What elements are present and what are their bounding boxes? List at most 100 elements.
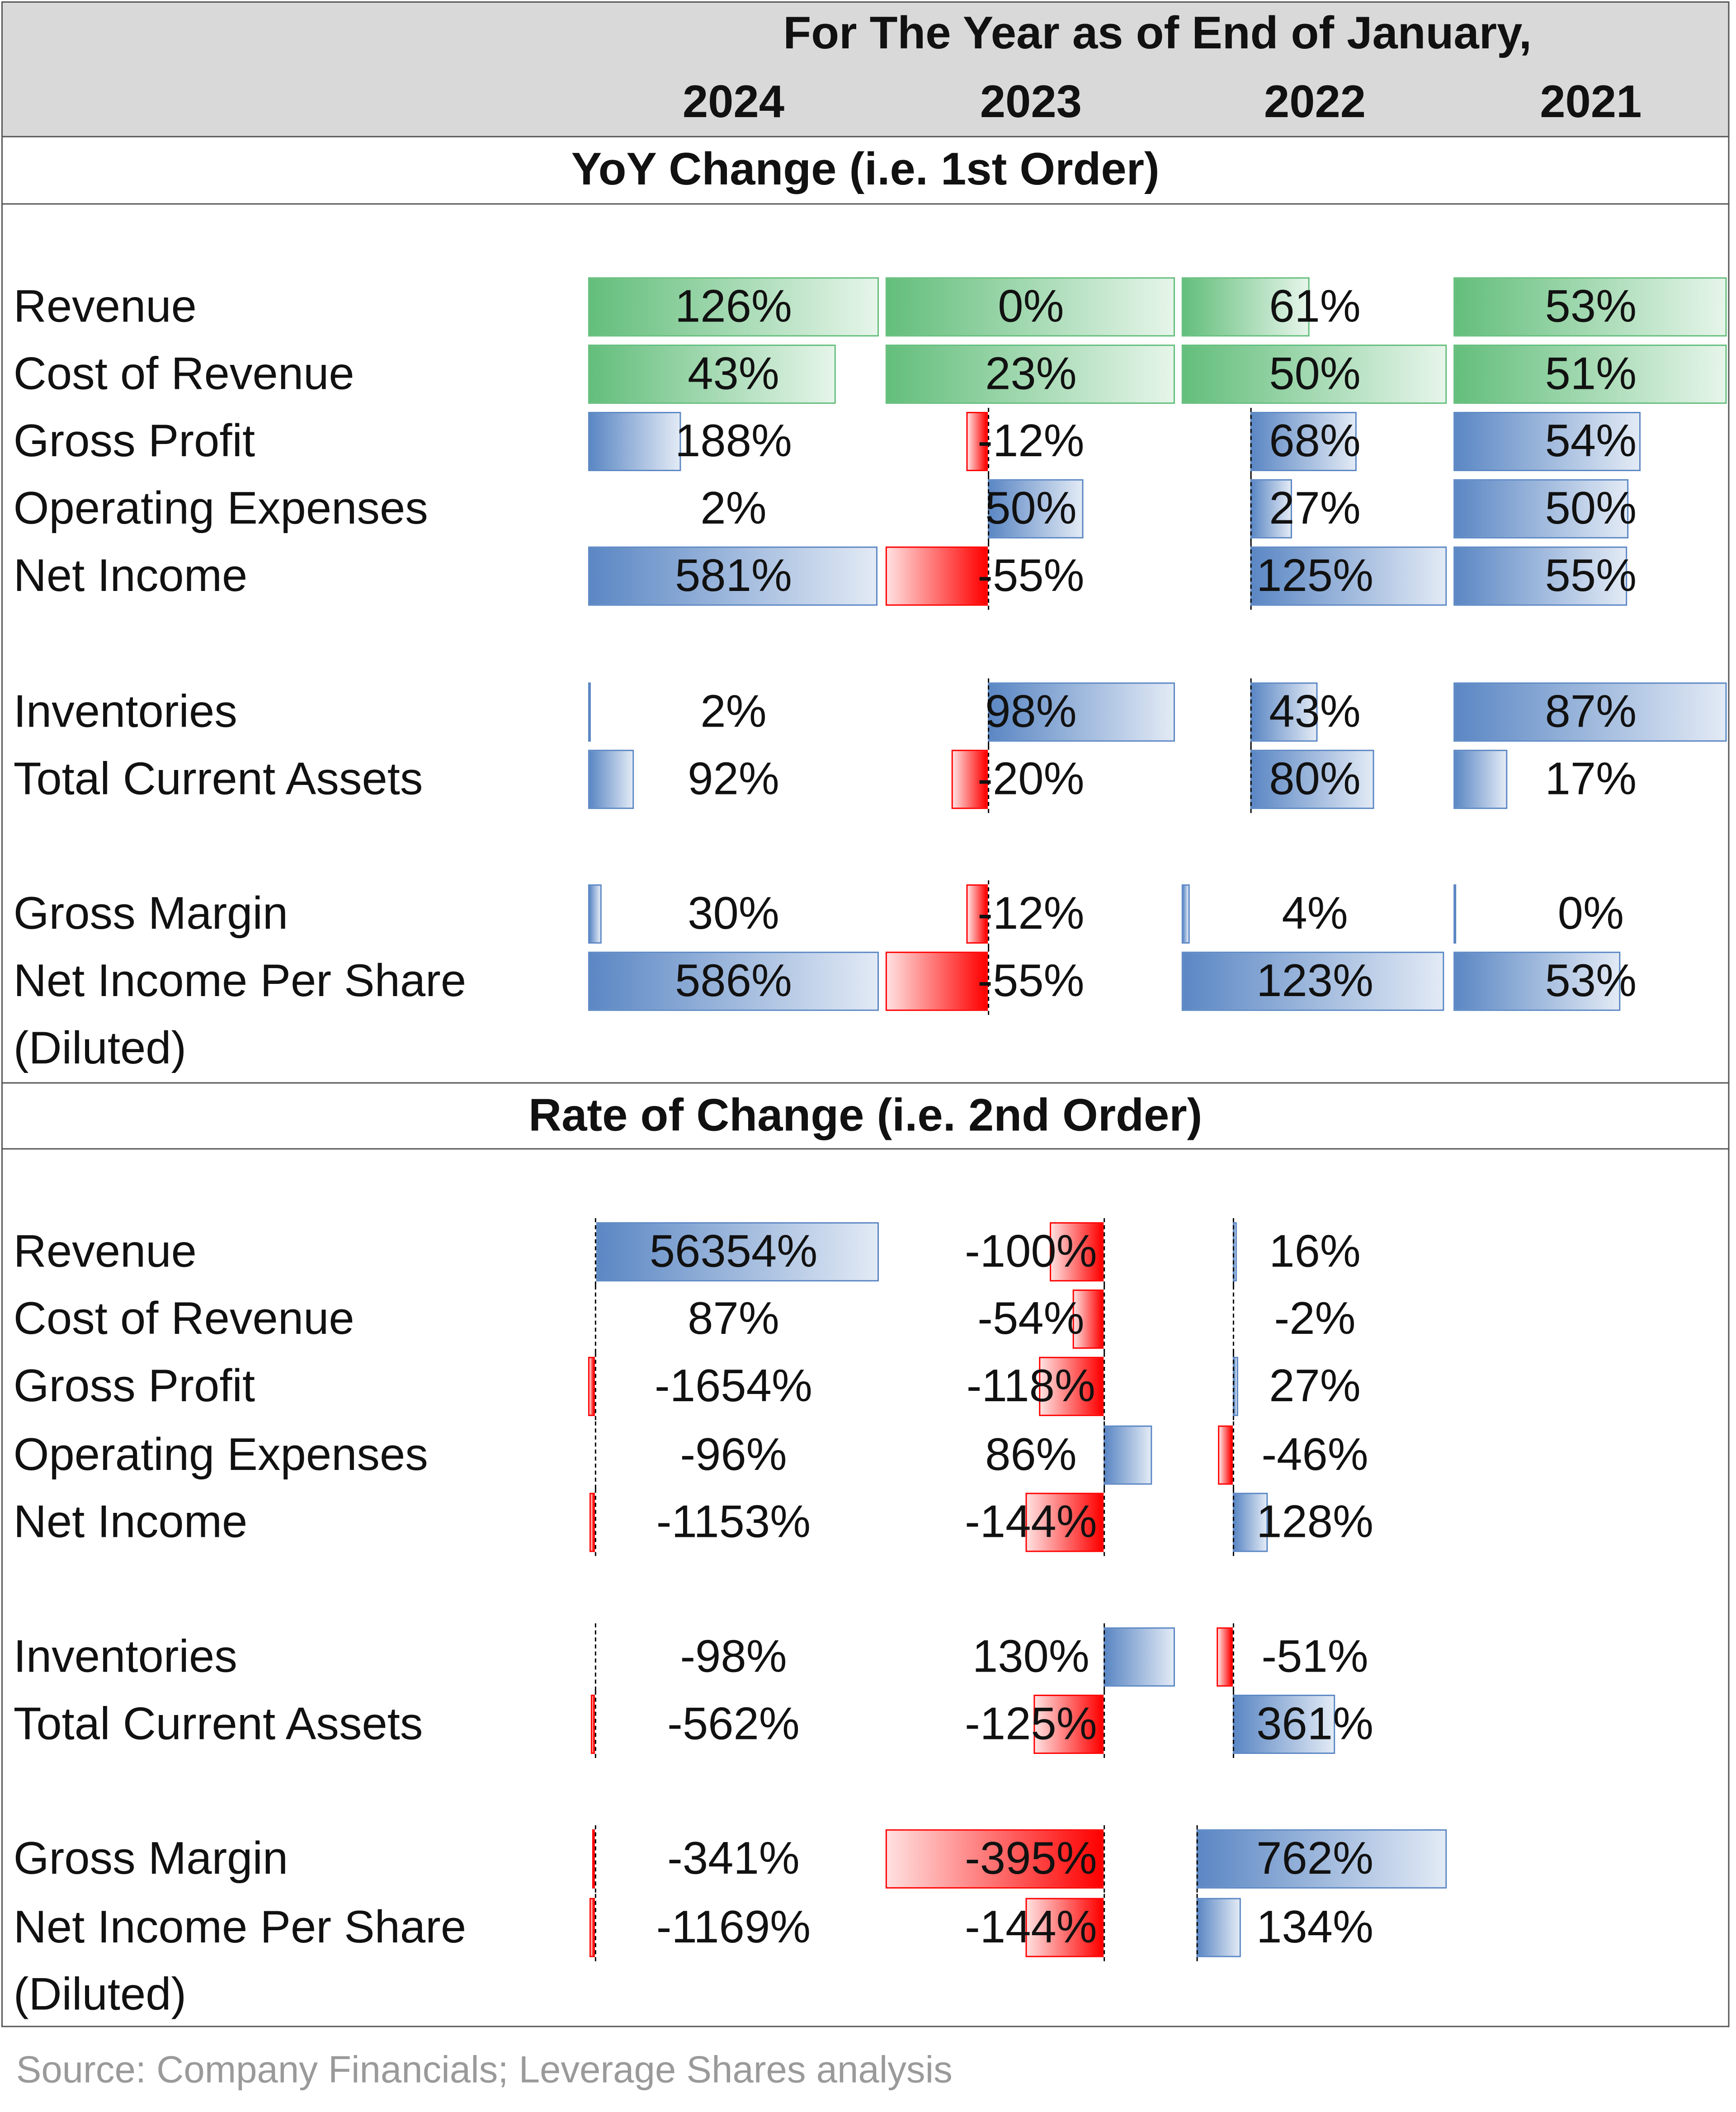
bar-axis-line [1250, 542, 1252, 610]
negative-data-bar [1039, 1356, 1104, 1416]
value-cell: 43% [1269, 686, 1361, 738]
value-cell: 80% [1269, 754, 1361, 805]
year-2023: 2023 [980, 76, 1082, 128]
value-cell: 123% [1256, 955, 1373, 1007]
value-cell: 54% [1545, 416, 1637, 468]
data-bar [1453, 277, 1727, 337]
bar-axis-line [1250, 746, 1252, 813]
data-bar [1181, 345, 1447, 404]
value-cell: 126% [675, 281, 792, 333]
value-cell: 361% [1256, 1698, 1373, 1750]
data-bar [588, 682, 591, 742]
bar-axis-line [988, 947, 990, 1015]
negative-data-bar [1025, 1898, 1104, 1957]
row-label: Inventories [13, 686, 237, 738]
bar-axis-line [1232, 1421, 1234, 1489]
bar-axis-line [594, 1825, 596, 1893]
row-label: Operating Expenses [13, 1429, 428, 1481]
negative-data-bar [966, 884, 988, 944]
bar-axis-line [594, 1623, 596, 1691]
value-cell: -144% [965, 1902, 1097, 1953]
value-cell: 4% [1282, 888, 1348, 940]
year-2024: 2024 [682, 76, 785, 128]
table-body [1, 137, 1730, 2027]
data-bar [588, 411, 681, 471]
header-title: For The Year as of End of January, [783, 8, 1532, 59]
value-cell: 581% [675, 550, 792, 602]
data-bar [1181, 884, 1190, 944]
data-bar [1250, 479, 1292, 539]
bar-axis-line [1250, 475, 1252, 543]
data-bar [1453, 750, 1508, 809]
value-cell: 50% [985, 483, 1077, 534]
bar-axis-line [1232, 1352, 1234, 1420]
data-bar [1181, 951, 1444, 1011]
negative-data-bar [885, 546, 988, 606]
value-cell: 27% [1269, 483, 1361, 534]
value-cell: 50% [1269, 349, 1361, 400]
data-bar [588, 750, 634, 809]
year-2022: 2022 [1264, 76, 1366, 128]
bar-axis-line [1232, 1488, 1234, 1556]
data-bar [1250, 546, 1447, 606]
negative-data-bar [588, 1356, 595, 1416]
row-label: Gross Margin [13, 1833, 288, 1885]
value-cell: -98% [680, 1631, 787, 1683]
data-bar [1453, 479, 1629, 539]
negative-data-bar [951, 750, 988, 809]
value-cell: -12% [977, 416, 1085, 468]
negative-data-bar [589, 1898, 595, 1957]
row-label: Operating Expenses [13, 483, 428, 534]
section-title-yoy: YoY Change (i.e. 1st Order) [1, 137, 1730, 205]
value-cell: 125% [1256, 550, 1373, 602]
data-bar [1196, 1898, 1241, 1957]
row-label: Net Income [13, 1497, 248, 1548]
data-bar [1181, 277, 1310, 337]
value-cell: -54% [977, 1293, 1085, 1345]
value-cell: 43% [688, 349, 779, 400]
value-cell: -96% [680, 1429, 787, 1481]
data-bar [885, 277, 1175, 337]
negative-data-bar [592, 1829, 595, 1889]
data-bar [1453, 884, 1457, 944]
bar-axis-line [594, 1421, 596, 1489]
data-bar [1453, 345, 1727, 404]
value-cell: -55% [977, 550, 1085, 602]
value-cell: 0% [998, 281, 1064, 333]
data-bar [588, 345, 836, 404]
value-cell: -562% [667, 1698, 800, 1750]
bar-axis-line [594, 1691, 596, 1758]
value-cell: 128% [1256, 1497, 1373, 1548]
value-cell: 68% [1269, 416, 1361, 468]
bar-axis-line [1104, 1894, 1105, 1961]
value-cell: 17% [1545, 754, 1637, 805]
value-cell: 51% [1545, 349, 1637, 400]
bar-axis-line [1232, 1285, 1234, 1353]
value-cell: 30% [688, 888, 779, 940]
value-cell: 2% [700, 483, 767, 534]
data-bar [988, 479, 1084, 539]
value-cell: -118% [966, 1361, 1095, 1412]
negative-data-bar [1217, 1627, 1233, 1687]
value-cell: -144% [965, 1497, 1097, 1548]
data-bar [588, 951, 879, 1011]
value-cell: -100% [965, 1226, 1097, 1278]
value-cell: 188% [675, 416, 792, 468]
row-label: Total Current Assets [13, 1698, 423, 1750]
row-label: Cost of Revenue [13, 349, 354, 400]
value-cell: -2% [1274, 1293, 1356, 1345]
bar-axis-line [594, 1894, 596, 1961]
bar-axis-line [1104, 1825, 1105, 1893]
bar-axis-line [1232, 1218, 1234, 1286]
row-label: Gross Profit [13, 416, 255, 468]
bar-axis-line [1104, 1691, 1105, 1758]
negative-data-bar [1050, 1222, 1104, 1282]
data-bar [588, 546, 878, 606]
data-bar [1196, 1829, 1447, 1889]
bar-axis-line [988, 746, 990, 813]
value-cell: -1153% [656, 1497, 811, 1548]
row-label: Revenue [13, 1226, 197, 1278]
bar-axis-line [594, 1488, 596, 1556]
data-bar [885, 345, 1175, 404]
